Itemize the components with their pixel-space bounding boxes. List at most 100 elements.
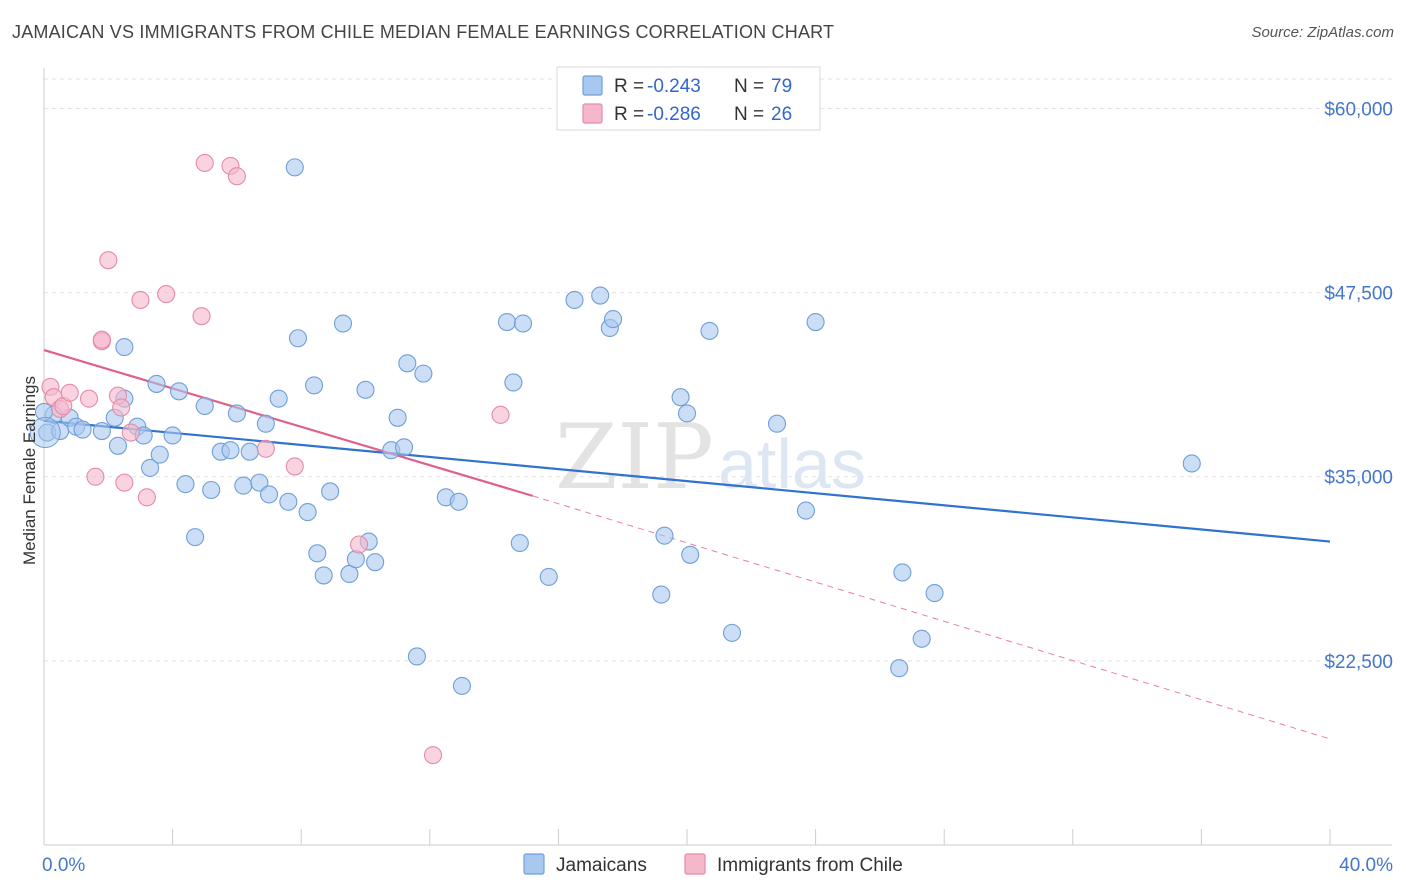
point-chile bbox=[195, 153, 214, 173]
trend-line-chile bbox=[43, 348, 533, 497]
point-jamaicans bbox=[925, 584, 944, 603]
point-jamaicans bbox=[655, 526, 674, 545]
point-jamaicans bbox=[1182, 454, 1201, 473]
axes bbox=[43, 68, 1392, 846]
point-jamaicans bbox=[671, 388, 690, 407]
point-jamaicans bbox=[147, 374, 166, 393]
point-chile bbox=[157, 285, 176, 304]
point-jamaicans bbox=[591, 286, 610, 305]
y-tick-label: $22,500 bbox=[1324, 652, 1393, 673]
legend-n-value-1: 79 bbox=[771, 76, 792, 97]
point-jamaicans bbox=[269, 389, 288, 408]
point-jamaicans bbox=[240, 442, 259, 461]
point-jamaicans bbox=[722, 623, 742, 642]
point-jamaicans bbox=[398, 354, 417, 373]
y-axis-label: Median Female Earnings bbox=[20, 376, 39, 565]
point-jamaicans bbox=[893, 563, 912, 582]
point-jamaicans bbox=[767, 414, 787, 433]
point-jamaicans bbox=[414, 364, 433, 383]
legend-n-label-1: N = bbox=[734, 76, 764, 97]
point-jamaicans bbox=[356, 380, 375, 399]
point-jamaicans bbox=[108, 436, 127, 455]
point-jamaicans bbox=[92, 422, 111, 441]
point-jamaicans bbox=[321, 482, 340, 501]
legend-r-label-1: R = bbox=[614, 76, 644, 97]
bottom-legend-label-chile: Immigrants from Chile bbox=[717, 855, 903, 876]
point-jamaicans bbox=[176, 475, 195, 494]
point-chile bbox=[137, 488, 156, 507]
point-jamaicans bbox=[221, 441, 240, 460]
point-chile bbox=[256, 439, 275, 458]
point-jamaicans bbox=[497, 313, 517, 332]
point-chile bbox=[86, 467, 105, 486]
point-jamaicans bbox=[73, 420, 92, 439]
bottom-legend-swatch-chile bbox=[684, 853, 706, 875]
x-tick-label: 0.0% bbox=[42, 855, 85, 876]
point-jamaicans-large bbox=[29, 417, 61, 449]
x-tick-label: 40.0% bbox=[1339, 855, 1393, 876]
point-jamaicans bbox=[681, 545, 700, 564]
point-jamaicans bbox=[796, 501, 816, 520]
point-jamaicans bbox=[195, 396, 214, 416]
grid-lines bbox=[44, 78, 1392, 662]
point-jamaicans bbox=[388, 408, 407, 427]
point-jamaicans bbox=[366, 553, 385, 572]
legend-n-label-2: N = bbox=[734, 104, 764, 125]
bottom-legend: Jamaicans Immigrants from Chile bbox=[523, 853, 903, 876]
point-chile bbox=[92, 330, 111, 349]
point-chile bbox=[79, 389, 99, 408]
point-jamaicans bbox=[604, 310, 623, 329]
point-jamaicans bbox=[279, 492, 298, 511]
point-jamaicans bbox=[259, 485, 279, 504]
point-jamaicans bbox=[256, 414, 275, 433]
point-chile bbox=[121, 423, 140, 442]
legend-swatch-jamaicans bbox=[582, 75, 603, 96]
point-jamaicans bbox=[314, 566, 333, 585]
point-jamaicans bbox=[308, 544, 327, 563]
point-chile bbox=[99, 251, 118, 270]
legend-n-value-2: 26 bbox=[771, 104, 792, 125]
trend-line-chile-extrapolated bbox=[532, 495, 1331, 740]
point-chile bbox=[491, 405, 510, 424]
point-jamaicans bbox=[806, 313, 825, 332]
data-points bbox=[29, 153, 1201, 765]
source-label: Source: ZipAtlas.com bbox=[1251, 24, 1394, 41]
legend-r-label-2: R = bbox=[614, 104, 644, 125]
point-jamaicans bbox=[115, 338, 134, 357]
bottom-legend-label-jamaicans: Jamaicans bbox=[556, 855, 647, 876]
trend-lines bbox=[43, 348, 1331, 740]
point-jamaicans bbox=[250, 473, 269, 492]
point-jamaicans bbox=[449, 492, 468, 511]
point-jamaicans bbox=[513, 314, 533, 333]
point-chile bbox=[227, 167, 246, 186]
point-jamaicans bbox=[227, 404, 246, 423]
point-jamaicans bbox=[395, 438, 414, 457]
point-jamaicans bbox=[141, 458, 160, 477]
trend-line-jamaicans bbox=[43, 419, 1331, 543]
point-jamaicans bbox=[510, 533, 529, 553]
point-jamaicans bbox=[163, 426, 182, 445]
point-jamaicans bbox=[288, 329, 308, 348]
legend-r-value-1: -0.243 bbox=[647, 76, 701, 97]
point-jamaicans bbox=[305, 376, 324, 395]
point-jamaicans bbox=[504, 373, 523, 392]
point-jamaicans bbox=[285, 158, 304, 177]
point-chile bbox=[350, 535, 369, 554]
point-jamaicans bbox=[890, 659, 909, 678]
point-jamaicans bbox=[407, 647, 426, 666]
point-jamaicans bbox=[234, 476, 253, 495]
point-jamaicans bbox=[186, 528, 205, 547]
tick-labels: $60,000 $47,500 $35,000 $22,500 0.0% 40.0% bbox=[42, 99, 1393, 876]
point-jamaicans bbox=[150, 445, 169, 464]
point-jamaicans bbox=[539, 567, 558, 586]
chart-title: JAMAICAN VS IMMIGRANTS FROM CHILE MEDIAN… bbox=[12, 22, 835, 42]
point-jamaicans bbox=[652, 585, 671, 604]
y-tick-label: $35,000 bbox=[1324, 468, 1393, 489]
y-tick-label: $47,500 bbox=[1324, 284, 1393, 305]
point-chile bbox=[285, 457, 304, 476]
bottom-legend-swatch-jamaicans bbox=[523, 853, 545, 875]
point-chile bbox=[131, 290, 150, 310]
legend-r-value-2: -0.286 bbox=[647, 104, 701, 125]
point-jamaicans bbox=[169, 382, 189, 401]
